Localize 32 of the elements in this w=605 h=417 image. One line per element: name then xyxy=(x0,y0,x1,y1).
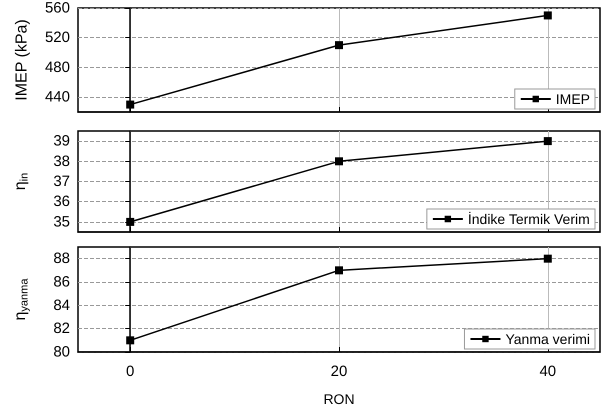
x-axis-title: RON xyxy=(323,391,355,407)
y-tick-label: 88 xyxy=(53,250,70,268)
y-tick-label: 35 xyxy=(53,213,70,230)
y-tick-label: 86 xyxy=(53,274,70,290)
y-tick-label: 36 xyxy=(53,193,70,210)
y-tick-label: 560 xyxy=(44,0,70,16)
y-tick-label: 520 xyxy=(44,29,70,46)
point xyxy=(544,254,552,263)
point xyxy=(126,336,134,344)
x-tick-label: 20 xyxy=(330,363,348,380)
point xyxy=(544,11,552,20)
y-tick-label: 480 xyxy=(44,58,70,76)
point xyxy=(335,41,343,50)
y-axis-title: IMEP (kPa) xyxy=(14,19,30,101)
y-tick-label: 80 xyxy=(53,344,70,360)
point xyxy=(335,157,343,166)
y-tick-label: 84 xyxy=(53,296,70,314)
legend-label: Yanma verimi xyxy=(505,331,590,347)
y-tick-label: 39 xyxy=(53,132,70,150)
legend-label: IMEP xyxy=(556,91,590,107)
legend-label: İndike Termik Verim xyxy=(468,211,590,227)
x-tick-label: 40 xyxy=(539,363,556,380)
point xyxy=(335,266,343,274)
y-tick-label: 82 xyxy=(53,320,70,338)
x-tick-label: 0 xyxy=(126,363,134,380)
point xyxy=(544,137,552,146)
y-tick-label: 37 xyxy=(53,173,70,190)
y-axis-title: ηin xyxy=(12,172,30,190)
point xyxy=(126,100,134,109)
y-axis-title: ηyanma xyxy=(12,278,30,320)
y-tick-label: 38 xyxy=(53,152,70,170)
y-tick-label: 440 xyxy=(44,88,70,106)
